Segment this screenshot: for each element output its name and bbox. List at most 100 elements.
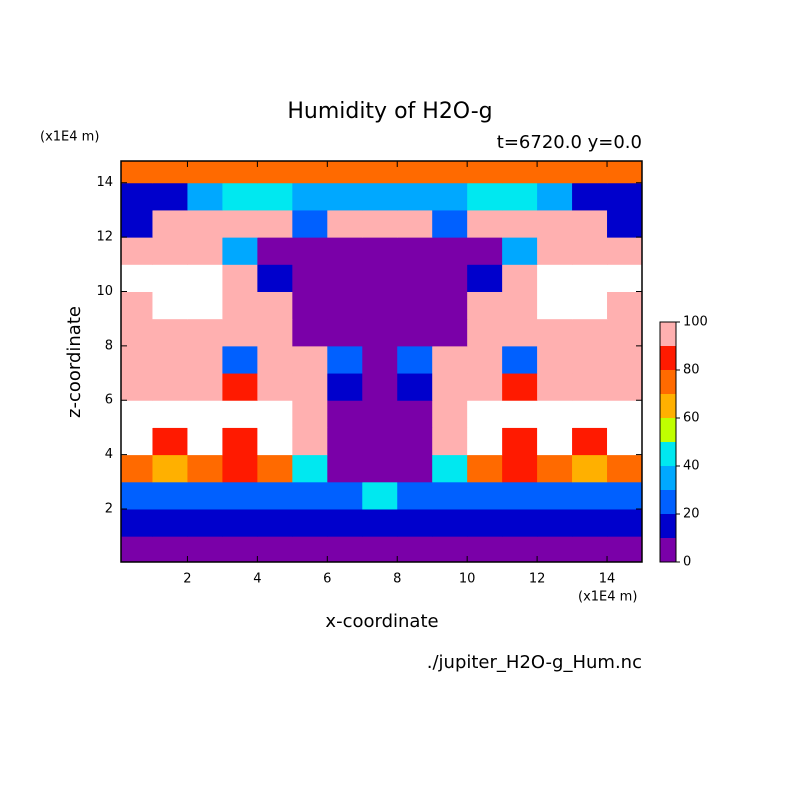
- field-cell: [121, 264, 153, 292]
- field-cell: [292, 508, 328, 537]
- field-cell: [467, 508, 503, 537]
- field-cell: [432, 481, 468, 510]
- field-cell: [327, 291, 363, 320]
- plot-frame: [120, 160, 643, 563]
- field-cell: [121, 508, 153, 537]
- field-cell: [327, 318, 363, 347]
- x-tick-label: 12: [529, 572, 546, 587]
- field-cell: [432, 264, 468, 292]
- field-cell: [187, 161, 223, 184]
- field-cell: [257, 182, 293, 211]
- field-cell: [187, 237, 223, 265]
- field-cell: [292, 182, 328, 211]
- y-tick-label: 14: [96, 175, 113, 190]
- x-tick-label: 4: [253, 572, 261, 587]
- colorbar-segment: [660, 418, 676, 442]
- field-cell: [327, 345, 363, 374]
- field-cell: [152, 400, 188, 428]
- field-cell: [537, 264, 573, 292]
- field-cell: [292, 427, 328, 456]
- field-cell: [572, 318, 608, 347]
- field-cell: [187, 318, 223, 347]
- field-cell: [467, 427, 503, 456]
- field-cell: [432, 291, 468, 320]
- field-cell: [537, 182, 573, 211]
- field-cell: [187, 209, 223, 238]
- y-tick-label: 10: [96, 284, 113, 299]
- field-cell: [502, 536, 538, 562]
- chart-title: Humidity of H2O-g: [287, 99, 492, 124]
- colorbar-segment: [660, 490, 676, 514]
- field-cell: [467, 161, 503, 184]
- field-cell: [121, 209, 153, 238]
- field-cell: [327, 264, 363, 292]
- field-cell: [292, 264, 328, 292]
- field-cell: [292, 291, 328, 320]
- field-cell: [152, 291, 188, 320]
- field-cell: [187, 400, 223, 428]
- field-cell: [607, 400, 642, 428]
- field-cell: [397, 161, 433, 184]
- field-cell: [432, 508, 468, 537]
- field-cell: [467, 264, 503, 292]
- field-cell: [327, 536, 363, 562]
- colorbar-segment: [660, 466, 676, 490]
- colorbar-segment: [660, 394, 676, 418]
- field-cell: [152, 373, 188, 401]
- colorbar-segment: [660, 442, 676, 466]
- field-cell: [362, 345, 398, 374]
- field-cell: [432, 373, 468, 401]
- field-cell: [432, 345, 468, 374]
- field-cell: [432, 536, 468, 562]
- field-cell: [607, 481, 642, 510]
- x-tick-label: 14: [599, 572, 616, 587]
- field-cell: [572, 454, 608, 483]
- field-cell: [222, 508, 258, 537]
- field-cell: [467, 454, 503, 483]
- field-cell: [327, 400, 363, 428]
- field-cell: [467, 400, 503, 428]
- field-cell: [397, 508, 433, 537]
- field-cell: [121, 345, 153, 374]
- field-cell: [572, 345, 608, 374]
- y-tick-label: 2: [105, 501, 113, 516]
- field-cell: [121, 427, 153, 456]
- field-cell: [537, 209, 573, 238]
- field-cell: [362, 536, 398, 562]
- field-cell: [327, 481, 363, 510]
- field-cell: [362, 427, 398, 456]
- field-cell: [607, 264, 642, 292]
- field-cell: [121, 454, 153, 483]
- field-cell: [432, 427, 468, 456]
- field-cell: [572, 481, 608, 510]
- field-cell: [362, 161, 398, 184]
- y-axis-label: z-coordinate: [64, 306, 85, 418]
- field-cell: [222, 237, 258, 265]
- colorbar-tick-label: 0: [683, 555, 691, 570]
- field-cell: [292, 161, 328, 184]
- field-cell: [327, 209, 363, 238]
- field-cell: [467, 373, 503, 401]
- field-cell: [257, 291, 293, 320]
- field-cell: [257, 536, 293, 562]
- field-cell: [121, 161, 153, 184]
- field-cell: [537, 427, 573, 456]
- field-cell: [502, 182, 538, 211]
- field-cell: [467, 209, 503, 238]
- field-cell: [607, 345, 642, 374]
- field-cell: [502, 345, 538, 374]
- x-axis-label: x-coordinate: [325, 611, 438, 632]
- field-cell: [607, 161, 642, 184]
- field-cell: [187, 427, 223, 456]
- field-cell: [292, 318, 328, 347]
- x-tick-label: 10: [459, 572, 476, 587]
- field-cell: [327, 373, 363, 401]
- field-cell: [362, 508, 398, 537]
- colorbar-segment: [660, 538, 676, 562]
- field-cell: [257, 345, 293, 374]
- field-cell: [467, 291, 503, 320]
- field-cell: [502, 209, 538, 238]
- field-cell: [257, 161, 293, 184]
- field-cell: [607, 373, 642, 401]
